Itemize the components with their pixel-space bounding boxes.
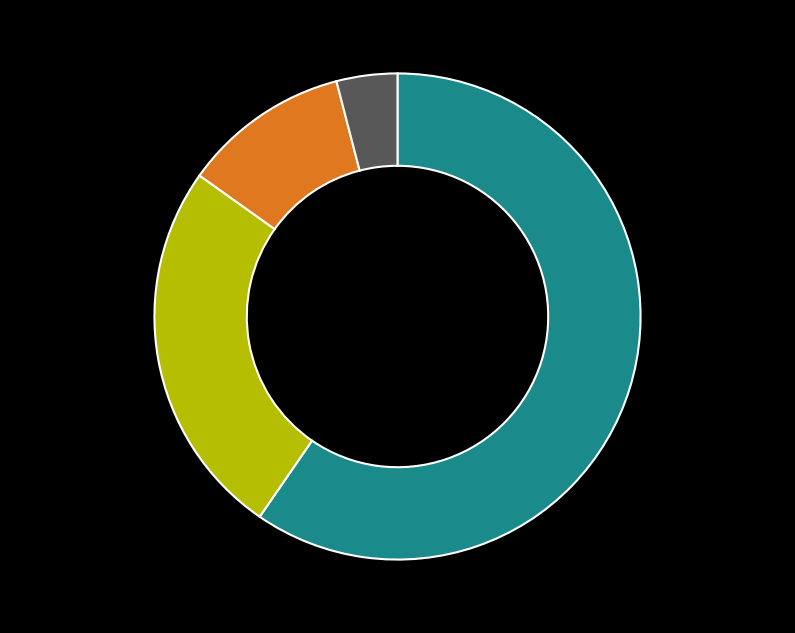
Wedge shape [260,73,641,560]
Wedge shape [200,81,359,229]
Wedge shape [154,175,312,517]
Wedge shape [336,73,398,171]
